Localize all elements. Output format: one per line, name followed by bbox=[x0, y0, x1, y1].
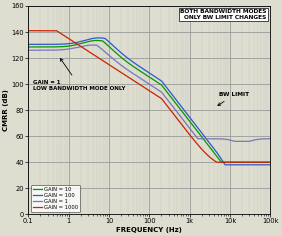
Line: GAIN = 100: GAIN = 100 bbox=[28, 38, 270, 165]
Text: BW LIMIT: BW LIMIT bbox=[218, 92, 250, 105]
GAIN = 1 bbox=[233, 140, 237, 143]
GAIN = 1000 bbox=[268, 161, 272, 164]
GAIN = 1 bbox=[120, 64, 123, 67]
GAIN = 100 bbox=[238, 163, 241, 166]
X-axis label: FREQUENCY (Hz): FREQUENCY (Hz) bbox=[116, 227, 182, 232]
GAIN = 100 bbox=[130, 60, 133, 63]
GAIN = 1000 bbox=[69, 38, 72, 41]
GAIN = 10 bbox=[238, 161, 241, 164]
GAIN = 10 bbox=[264, 161, 267, 164]
GAIN = 1000 bbox=[215, 161, 218, 164]
GAIN = 1 bbox=[268, 137, 272, 140]
GAIN = 10 bbox=[54, 46, 58, 48]
GAIN = 1 bbox=[54, 49, 58, 51]
GAIN = 1 bbox=[69, 47, 72, 50]
GAIN = 100 bbox=[223, 163, 226, 166]
Line: GAIN = 10: GAIN = 10 bbox=[28, 40, 270, 162]
GAIN = 1000 bbox=[238, 161, 241, 164]
GAIN = 10 bbox=[130, 64, 133, 67]
GAIN = 100 bbox=[97, 36, 101, 39]
GAIN = 100 bbox=[27, 43, 30, 46]
GAIN = 10 bbox=[220, 161, 223, 164]
GAIN = 1000 bbox=[54, 29, 58, 32]
GAIN = 100 bbox=[54, 43, 58, 46]
Legend: GAIN = 10, GAIN = 100, GAIN = 1, GAIN = 1000: GAIN = 10, GAIN = 100, GAIN = 1, GAIN = … bbox=[31, 185, 80, 212]
GAIN = 1000 bbox=[264, 161, 267, 164]
GAIN = 100 bbox=[120, 51, 123, 54]
GAIN = 1 bbox=[27, 49, 30, 52]
Y-axis label: CMRR (dB): CMRR (dB) bbox=[3, 89, 10, 131]
GAIN = 10 bbox=[95, 39, 99, 42]
GAIN = 100 bbox=[69, 42, 72, 45]
GAIN = 10 bbox=[268, 161, 272, 164]
Text: GAIN = 1
LOW BANDWIDTH MODE ONLY: GAIN = 1 LOW BANDWIDTH MODE ONLY bbox=[33, 59, 125, 91]
GAIN = 10 bbox=[69, 44, 72, 47]
Line: GAIN = 1: GAIN = 1 bbox=[28, 45, 270, 141]
GAIN = 10 bbox=[27, 46, 30, 48]
GAIN = 1000 bbox=[130, 78, 133, 81]
GAIN = 1 bbox=[238, 140, 241, 143]
GAIN = 100 bbox=[268, 163, 272, 166]
GAIN = 1000 bbox=[119, 71, 123, 74]
GAIN = 1 bbox=[264, 137, 267, 140]
GAIN = 100 bbox=[264, 163, 267, 166]
Text: BOTH BANDWIDTH MODES
ONLY BW LIMIT CHANGES: BOTH BANDWIDTH MODES ONLY BW LIMIT CHANG… bbox=[180, 9, 267, 20]
GAIN = 1 bbox=[91, 44, 94, 46]
Line: GAIN = 1000: GAIN = 1000 bbox=[28, 31, 270, 162]
GAIN = 10 bbox=[120, 56, 123, 59]
GAIN = 1000 bbox=[27, 29, 30, 32]
GAIN = 1 bbox=[130, 71, 133, 74]
